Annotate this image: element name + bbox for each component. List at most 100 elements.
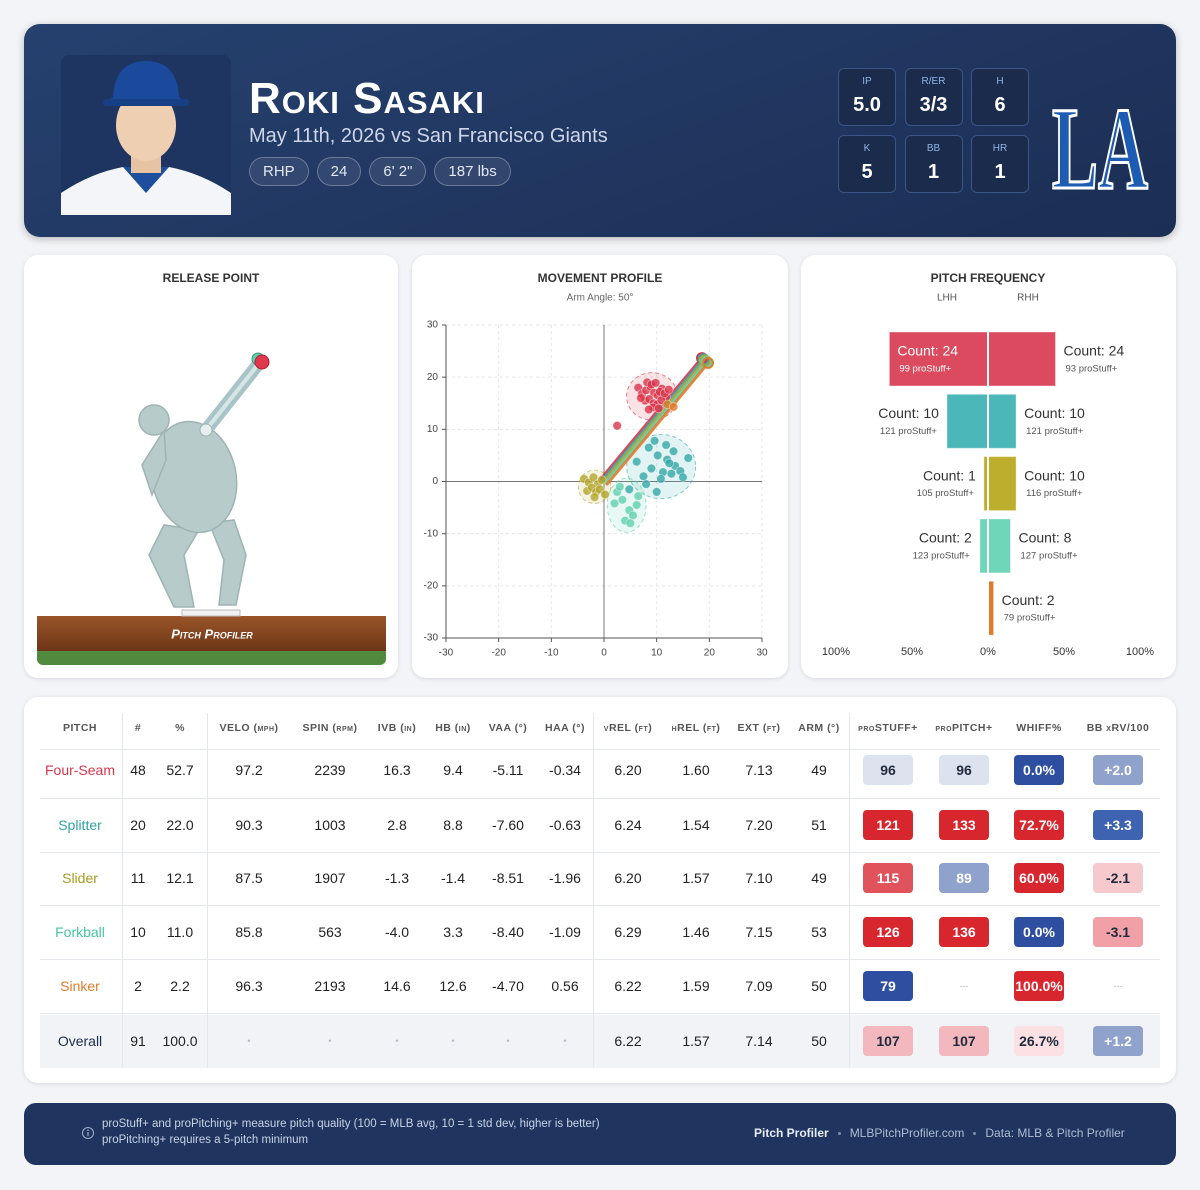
column-header: HAA (°) [545,722,585,734]
stat-label: R/ER [921,76,946,87]
frequency-bar [987,518,1011,574]
table-cell: -0.63 [549,817,581,833]
metric-badge: 100.0% [1014,971,1064,1001]
metric-badge: 107 [863,1026,913,1056]
stat-value: 1 [927,161,940,183]
table-cell: 20 [130,817,146,833]
table-cell: 2.2 [170,978,190,994]
table-cell: 2193 [314,978,346,994]
pitch-point [588,472,599,483]
tag-pill: 24 [316,157,362,186]
table-cell: -8.40 [492,924,524,940]
release-point-chart: RELEASE POINT Pitch Profiler [37,271,386,665]
rubber [181,609,241,617]
release-point-card: RELEASE POINT Pitch Profiler [24,255,398,678]
table-cell: -4.70 [492,978,524,994]
x-tick-label: -20 [491,648,506,659]
table-cell: • [451,1036,455,1046]
count-label: Count: 24 [1063,343,1124,359]
pitch-point [656,474,666,484]
footer: proStuff+ and proPitching+ measure pitch… [24,1103,1176,1165]
row-divider [40,905,1160,906]
table-cell: 100.0 [162,1033,198,1049]
table-cell: 0.56 [551,978,579,994]
table-cell: 14.6 [383,978,411,994]
pitch-point [624,484,634,495]
table-cell: 2 [134,978,142,994]
arm-line [602,359,707,483]
y-tick-label: -30 [424,633,439,644]
pitch-point [650,378,661,388]
column-header: ARM (°) [798,722,840,734]
frequency-bar [979,518,989,574]
pitch-point [641,479,651,489]
stat-label: BB [926,143,941,154]
column-header: % [175,722,185,734]
stuff-label: 99 proStuff+ [899,364,951,375]
arm-highlight [204,360,262,432]
pitch-point [654,403,664,414]
column-header: IVB (in) [377,722,417,734]
x-tick-label: 50% [1053,646,1075,658]
count-label: Count: 10 [1024,405,1085,421]
stat-grid: IP 5.0 R/ER 3/3 H 6 K 5 BB 1 HR 1 [838,68,1030,194]
x-tick-label: 0 [601,648,607,659]
column-header: hREL (ft) [671,722,721,734]
table-cell: -8.51 [492,870,524,886]
pitch-point [683,453,693,463]
table-cell: 49 [811,870,827,886]
table-cell: 48 [130,762,146,778]
pitch-point [615,482,625,492]
stuff-label: 121 proStuff+ [1026,426,1084,437]
pitch-point [661,440,671,450]
table-cell: -1.3 [384,870,410,886]
panel-title: PITCH FREQUENCY [931,271,1046,285]
table-cell: • [395,1036,399,1046]
frequency-chart: PITCH FREQUENCY LHH RHH Count: 24 99 proStu… [822,271,1154,658]
metric-badge: 96 [863,755,913,785]
face [116,89,176,161]
release-dot [254,354,270,370]
team-logo: LA [1051,82,1150,216]
footer-brand: Pitch Profiler [754,1126,829,1140]
table-cell: 1.57 [682,870,710,886]
pitch-point [612,420,622,431]
pitch-name: Overall [57,1033,103,1049]
y-tick-label: -10 [424,528,439,539]
table-cell: • [506,1036,510,1046]
separator-dot [973,1131,977,1135]
table-cell: 7.10 [745,870,773,886]
game-subtitle: May 11th, 2026 vs San Francisco Giants [249,125,608,147]
panel-title: RELEASE POINT [163,271,260,285]
stat-box: R/ER 3/3 [904,68,963,126]
table-cell: 6.22 [614,1033,642,1049]
x-tick-label: 100% [1126,646,1154,658]
count-label: Count: 2 [919,530,972,546]
table-cell: 7.14 [745,1033,773,1049]
panel-title: MOVEMENT PROFILE [538,271,663,285]
table-cell: 7.20 [745,817,773,833]
pitch-point [636,393,646,403]
pitch-point [631,456,642,467]
column-divider [593,713,594,1068]
player-photo [61,55,231,215]
column-divider [849,713,850,1068]
arm-end-marker [702,356,714,369]
pitch-point [617,495,628,505]
overall-row-bg [40,1015,1160,1068]
stuff-label: 105 proStuff+ [917,488,975,499]
movement-chart: MOVEMENT PROFILE Arm Angle: 50° -30 -20 -1… [424,271,768,659]
arm-line [604,360,709,485]
table-cell: 87.5 [235,870,263,886]
stat-label: H [996,76,1004,87]
cap-brim [103,99,189,106]
y-tick-label: 10 [427,424,439,435]
frequency-bar [987,393,1017,449]
y-tick-label: 20 [427,372,439,383]
count-label: Count: 8 [1018,530,1071,546]
table-cell: 1907 [314,870,346,886]
table-cell: 6.22 [614,978,642,994]
